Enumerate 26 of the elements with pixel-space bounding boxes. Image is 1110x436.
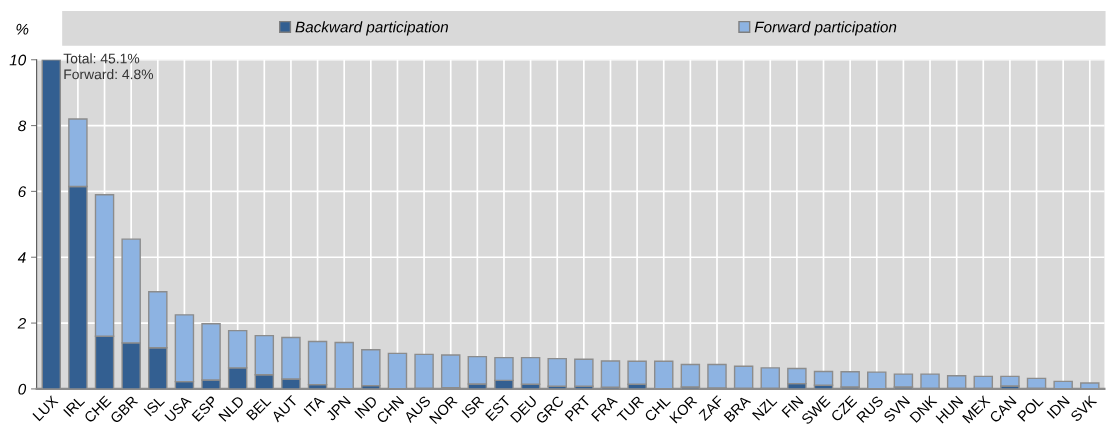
y-tick-label: 0 — [18, 383, 27, 395]
legend-label: Backward participation — [295, 21, 448, 36]
x-tick-label: BRA — [723, 394, 752, 423]
y-tick-label: 8 — [18, 120, 27, 132]
x-tick-label: ISR — [461, 395, 485, 419]
x-tick-label: BEL — [246, 395, 272, 421]
annotation: Forward: 4.8% — [64, 69, 154, 80]
x-tick-label: USA — [164, 394, 192, 423]
x-tick-label: FRA — [591, 394, 618, 422]
x-tick-label: IND — [354, 395, 378, 419]
y-tick-label: 2 — [17, 317, 26, 329]
y-axis-title: % — [16, 23, 29, 35]
x-tick-label: ISL — [143, 395, 166, 417]
annotation: Total: 45.1% — [63, 53, 140, 64]
x-tick-label: POL — [1017, 395, 1044, 422]
x-tick-label: NZL — [752, 395, 778, 421]
x-tick-label: ITA — [303, 394, 326, 417]
x-tick-label: IDN — [1046, 395, 1070, 419]
y-tick-label: 6 — [18, 186, 27, 198]
y-tick-label: 4 — [17, 252, 26, 263]
x-tick-label: FIN — [781, 395, 804, 418]
x-tick-label: CHL — [643, 395, 671, 423]
legend-label: Forward participation — [754, 21, 897, 36]
y-tick-label: 10 — [9, 54, 27, 66]
x-tick-label: TUR — [616, 395, 645, 423]
x-tick-label: IRL — [63, 395, 86, 418]
